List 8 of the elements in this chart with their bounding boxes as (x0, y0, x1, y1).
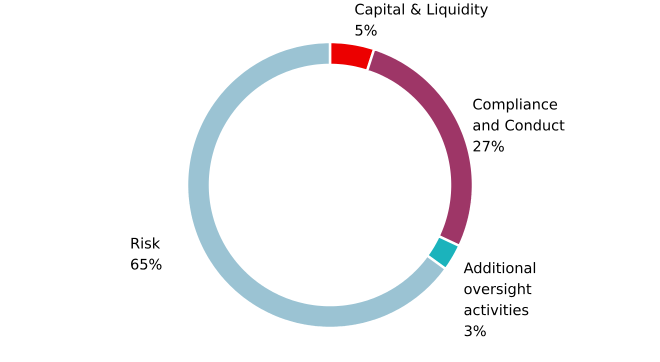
slice-label: Risk (131, 237, 160, 249)
slice-label: Compliance and Conduct (473, 98, 564, 131)
slice-label: Capital & Liquidity (355, 3, 488, 18)
data-label: 27% (474, 140, 504, 152)
data-label: 5% (356, 24, 377, 36)
data-label: 65% (131, 258, 162, 270)
slice-label: Additional oversight activities (464, 262, 536, 316)
data-label: 3% (464, 325, 486, 336)
